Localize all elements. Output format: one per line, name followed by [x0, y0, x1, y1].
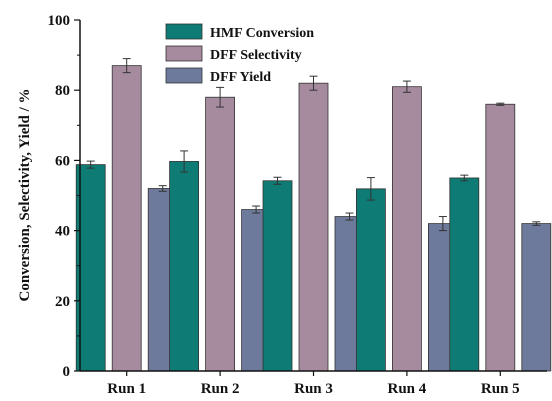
error-bar	[345, 212, 354, 221]
legend-item: DFF Yield	[165, 67, 271, 85]
bar-dff-selectivity-run-2	[205, 96, 236, 372]
y-tick-label: 40	[55, 224, 70, 240]
error-bar	[180, 150, 189, 173]
error-bar	[496, 102, 505, 106]
legend-label: HMF Conversion	[210, 26, 314, 41]
error-bar	[402, 80, 411, 93]
x-tick-label: Run 5	[481, 381, 520, 397]
bar-dff-selectivity-run-5	[485, 103, 516, 372]
bar-dff-selectivity-run-4	[391, 86, 422, 372]
bar-hmf-conversion-run-2	[169, 161, 200, 372]
bar-hmf-conversion-run-5	[449, 177, 480, 372]
error-bar	[122, 58, 131, 74]
x-tick-label: Run 4	[388, 381, 427, 397]
error-bar	[532, 221, 541, 226]
error-bar	[252, 205, 261, 214]
legend-swatch	[165, 67, 203, 84]
legend-item: DFF Selectivity	[165, 45, 302, 63]
x-tick-label: Run 3	[294, 381, 333, 397]
error-bar	[86, 160, 95, 169]
bar-hmf-conversion-run-4	[355, 188, 386, 372]
bar-hmf-conversion-run-1	[75, 164, 106, 372]
legend-item: HMF Conversion	[165, 23, 314, 41]
error-bar	[366, 177, 375, 201]
legend-label: DFF Yield	[210, 70, 271, 85]
bars-layer	[75, 58, 552, 372]
error-bar	[438, 216, 447, 232]
error-bar	[158, 185, 167, 192]
axes-layer: Run 1 Run 2 Run 3 Run 4 Run 5 0 20 40 60 80 100	[48, 13, 547, 397]
error-bar	[273, 176, 282, 185]
legend-label: DFF Selectivity	[210, 48, 302, 63]
bar-dff-selectivity-run-3	[298, 82, 329, 372]
bar-dff-selectivity-run-1	[111, 65, 142, 372]
y-tick-label: 0	[63, 364, 71, 380]
y-axis-title: Conversion, Selectivity, Yield / %	[17, 88, 33, 301]
legend: HMF Conversion DFF Selectivity DFF Yield	[165, 23, 314, 85]
bar-hmf-conversion-run-3	[262, 180, 293, 372]
error-bar	[309, 75, 318, 91]
error-bar	[460, 174, 469, 182]
legend-swatch	[165, 45, 203, 62]
y-tick-label: 20	[55, 294, 70, 310]
bar-dff-yield-run-5	[521, 223, 552, 372]
y-tick-label: 80	[55, 83, 70, 99]
error-bar	[216, 86, 225, 108]
legend-swatch	[165, 23, 203, 40]
y-tick-label: 60	[55, 153, 70, 169]
y-tick-label: 100	[48, 13, 71, 29]
x-tick-label: Run 2	[201, 381, 240, 397]
x-tick-label: Run 1	[107, 381, 146, 397]
